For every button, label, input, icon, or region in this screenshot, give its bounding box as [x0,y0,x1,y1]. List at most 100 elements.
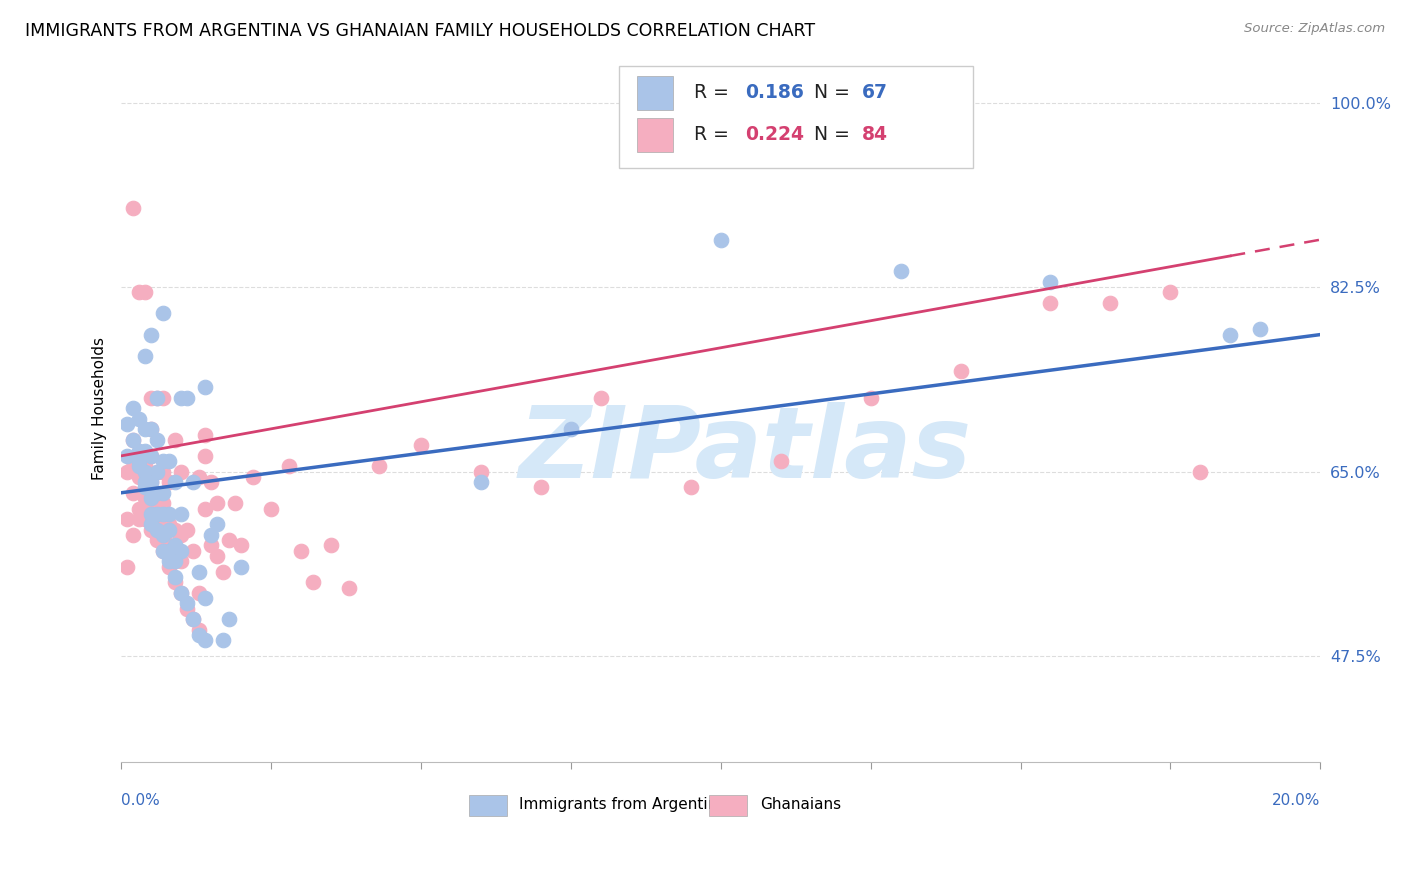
Point [115,512,138,526]
Point [141,422,163,436]
Point [229,539,252,553]
Point [128,501,150,516]
Bar [637,118,673,152]
Point [146,512,169,526]
Point [157,507,180,521]
Point [170,543,193,558]
Point [122,201,145,215]
Point [134,481,156,495]
Text: Immigrants from Argentina: Immigrants from Argentina [519,797,727,813]
Point [1159,285,1181,300]
Point [152,507,174,521]
Text: Source: ZipAtlas.com: Source: ZipAtlas.com [1244,22,1385,36]
Point [128,470,150,484]
Point [890,264,912,278]
Point [165,475,187,490]
Point [157,475,180,490]
Point [188,628,211,642]
Point [205,549,228,563]
Point [141,422,163,436]
Point [949,364,972,378]
Point [165,554,187,568]
Point [290,543,312,558]
Point [152,465,174,479]
Point [157,539,180,553]
Point [146,485,169,500]
Point [218,533,240,548]
Point [146,433,169,447]
Point [188,565,211,579]
Point [859,391,882,405]
Point [409,438,432,452]
Point [530,481,553,495]
Point [170,391,193,405]
Point [181,475,204,490]
Point [679,481,702,495]
Point [134,485,156,500]
Point [165,523,187,537]
Point [560,422,582,436]
Point [1219,327,1241,342]
Text: 0.0%: 0.0% [121,793,160,808]
Point [1099,296,1122,310]
Point [205,517,228,532]
Text: 84: 84 [862,126,889,145]
Point [188,623,211,637]
Point [242,470,264,484]
Point [157,559,180,574]
Point [146,533,169,548]
Point [128,285,150,300]
Point [157,454,180,468]
Point [229,559,252,574]
Point [134,422,156,436]
Bar [470,795,508,816]
Point [224,496,246,510]
Point [122,454,145,468]
Point [194,591,217,606]
Point [302,575,325,590]
Point [128,512,150,526]
Point [176,523,198,537]
Point [218,612,240,626]
Point [141,475,163,490]
Text: 0.186: 0.186 [745,83,804,102]
Point [710,233,733,247]
Point [146,391,169,405]
Point [141,449,163,463]
Point [134,465,156,479]
Point [170,528,193,542]
Point [188,586,211,600]
Point [470,465,492,479]
Point [589,391,612,405]
Point [337,581,360,595]
Point [128,449,150,463]
Point [176,601,198,615]
Point [170,507,193,521]
Point [176,597,198,611]
Point [170,586,193,600]
Text: R =: R = [695,126,735,145]
Point [165,554,187,568]
Point [141,517,163,532]
Point [278,459,301,474]
Point [170,554,193,568]
Bar [619,66,973,169]
Point [128,443,150,458]
Point [200,528,222,542]
Point [1249,322,1271,336]
Point [141,475,163,490]
Bar [637,76,673,110]
Point [200,475,222,490]
Point [152,454,174,468]
Point [122,528,145,542]
Point [152,391,174,405]
Point [134,459,156,474]
Point [128,454,150,468]
Y-axis label: Family Households: Family Households [93,337,107,480]
Text: 0.224: 0.224 [745,126,804,145]
Text: 20.0%: 20.0% [1272,793,1320,808]
Point [200,539,222,553]
Point [319,539,342,553]
Point [205,496,228,510]
Point [157,554,180,568]
